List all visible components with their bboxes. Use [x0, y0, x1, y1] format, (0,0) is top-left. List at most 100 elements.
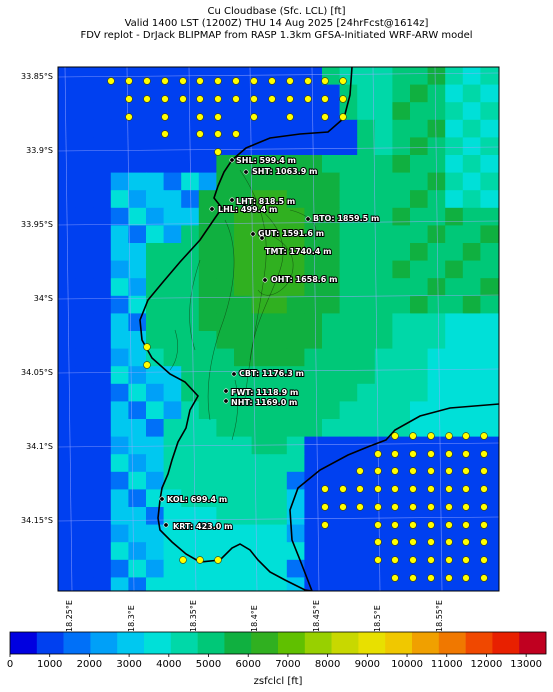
field-cell	[427, 401, 446, 420]
field-cell	[128, 366, 147, 385]
field-cell	[146, 260, 165, 279]
field-cell	[480, 278, 499, 297]
field-cell	[462, 436, 481, 455]
field-cell	[234, 243, 253, 262]
field-cell	[234, 524, 253, 543]
field-cell	[198, 331, 217, 350]
field-cell	[286, 489, 305, 508]
field-cell	[251, 454, 270, 473]
field-cell	[251, 436, 270, 455]
field-cell	[374, 436, 393, 455]
field-cell	[58, 366, 77, 385]
station-label: FWT: 1118.9 m	[231, 388, 298, 397]
field-cell	[58, 155, 77, 174]
field-cell	[163, 295, 182, 314]
field-cell	[480, 524, 499, 543]
field-cell	[234, 278, 253, 297]
field-cell	[93, 401, 112, 420]
colorbar-swatch	[465, 632, 493, 654]
field-cell	[480, 313, 499, 332]
field-cell	[251, 119, 270, 138]
field-cell	[392, 348, 411, 367]
field-cell	[410, 172, 429, 191]
field-cell	[374, 172, 393, 191]
field-cell	[462, 102, 481, 121]
field-cell	[198, 190, 217, 209]
field-cell	[251, 137, 270, 156]
graticule	[58, 67, 499, 591]
field-cell	[445, 348, 464, 367]
field-cell	[410, 190, 429, 209]
field-cell	[75, 331, 94, 350]
colorbar-tick-label: 8000	[315, 659, 340, 670]
field-cell	[234, 454, 253, 473]
field-cell	[93, 207, 112, 226]
field-cell	[75, 419, 94, 438]
field-cell	[58, 243, 77, 262]
yellow-dot-marker	[480, 450, 488, 458]
field-cell	[286, 190, 305, 209]
field-cell	[216, 225, 235, 244]
field-cell	[410, 436, 429, 455]
station-marker	[223, 388, 229, 394]
colorbar-swatch	[63, 632, 91, 654]
yellow-dot-marker	[445, 485, 453, 493]
field-cell	[339, 172, 358, 191]
colorbar-swatch	[170, 632, 198, 654]
field-cell	[286, 243, 305, 262]
field-cell	[163, 542, 182, 561]
field-cell	[251, 313, 270, 332]
station-marker	[229, 197, 235, 203]
yellow-dot-marker	[391, 556, 399, 564]
field-cell	[251, 172, 270, 191]
field-cell	[286, 331, 305, 350]
field-cell	[445, 542, 464, 561]
field-cell	[410, 366, 429, 385]
field-cell	[181, 331, 200, 350]
field-cell	[128, 119, 147, 138]
field-cell	[357, 190, 376, 209]
field-cell	[128, 84, 147, 103]
yellow-dot-marker	[409, 432, 417, 440]
colorbar-tick-label: 12000	[471, 659, 503, 670]
field-cell	[445, 243, 464, 262]
field-cell	[410, 419, 429, 438]
colorbar-tick-label: 13000	[510, 659, 542, 670]
colorbar-swatch	[144, 632, 172, 654]
field-cell	[163, 559, 182, 578]
field-cell	[392, 278, 411, 297]
field-cell	[216, 489, 235, 508]
field-cell	[128, 207, 147, 226]
station-marker	[163, 522, 169, 528]
field-cell	[304, 419, 323, 438]
field-cell	[93, 260, 112, 279]
field-cell	[322, 172, 341, 191]
field-cell	[110, 102, 129, 121]
field-cell	[216, 559, 235, 578]
yellow-dot-marker	[232, 77, 240, 85]
field-cell	[357, 489, 376, 508]
field-cell	[304, 331, 323, 350]
field-cell	[110, 524, 129, 543]
field-cell	[445, 225, 464, 244]
field-cell	[269, 225, 288, 244]
field-cell	[304, 137, 323, 156]
field-cell	[58, 471, 77, 490]
field-cell	[374, 137, 393, 156]
yellow-dot-marker	[462, 556, 470, 564]
field-cell	[234, 137, 253, 156]
field-cell	[392, 155, 411, 174]
field-cell	[251, 207, 270, 226]
field-cell	[128, 524, 147, 543]
yellow-dot-marker	[427, 485, 435, 493]
colorbar-swatch	[492, 632, 520, 654]
field-cell	[322, 295, 341, 314]
yellow-dot-marker	[427, 538, 435, 546]
field-cell	[269, 559, 288, 578]
field-cell	[445, 524, 464, 543]
field-cell	[75, 454, 94, 473]
latitude-tick-label: 34.1°S	[26, 442, 53, 451]
plot-frame	[57, 66, 500, 592]
yellow-dot-marker	[179, 556, 187, 564]
field-cell	[110, 331, 129, 350]
